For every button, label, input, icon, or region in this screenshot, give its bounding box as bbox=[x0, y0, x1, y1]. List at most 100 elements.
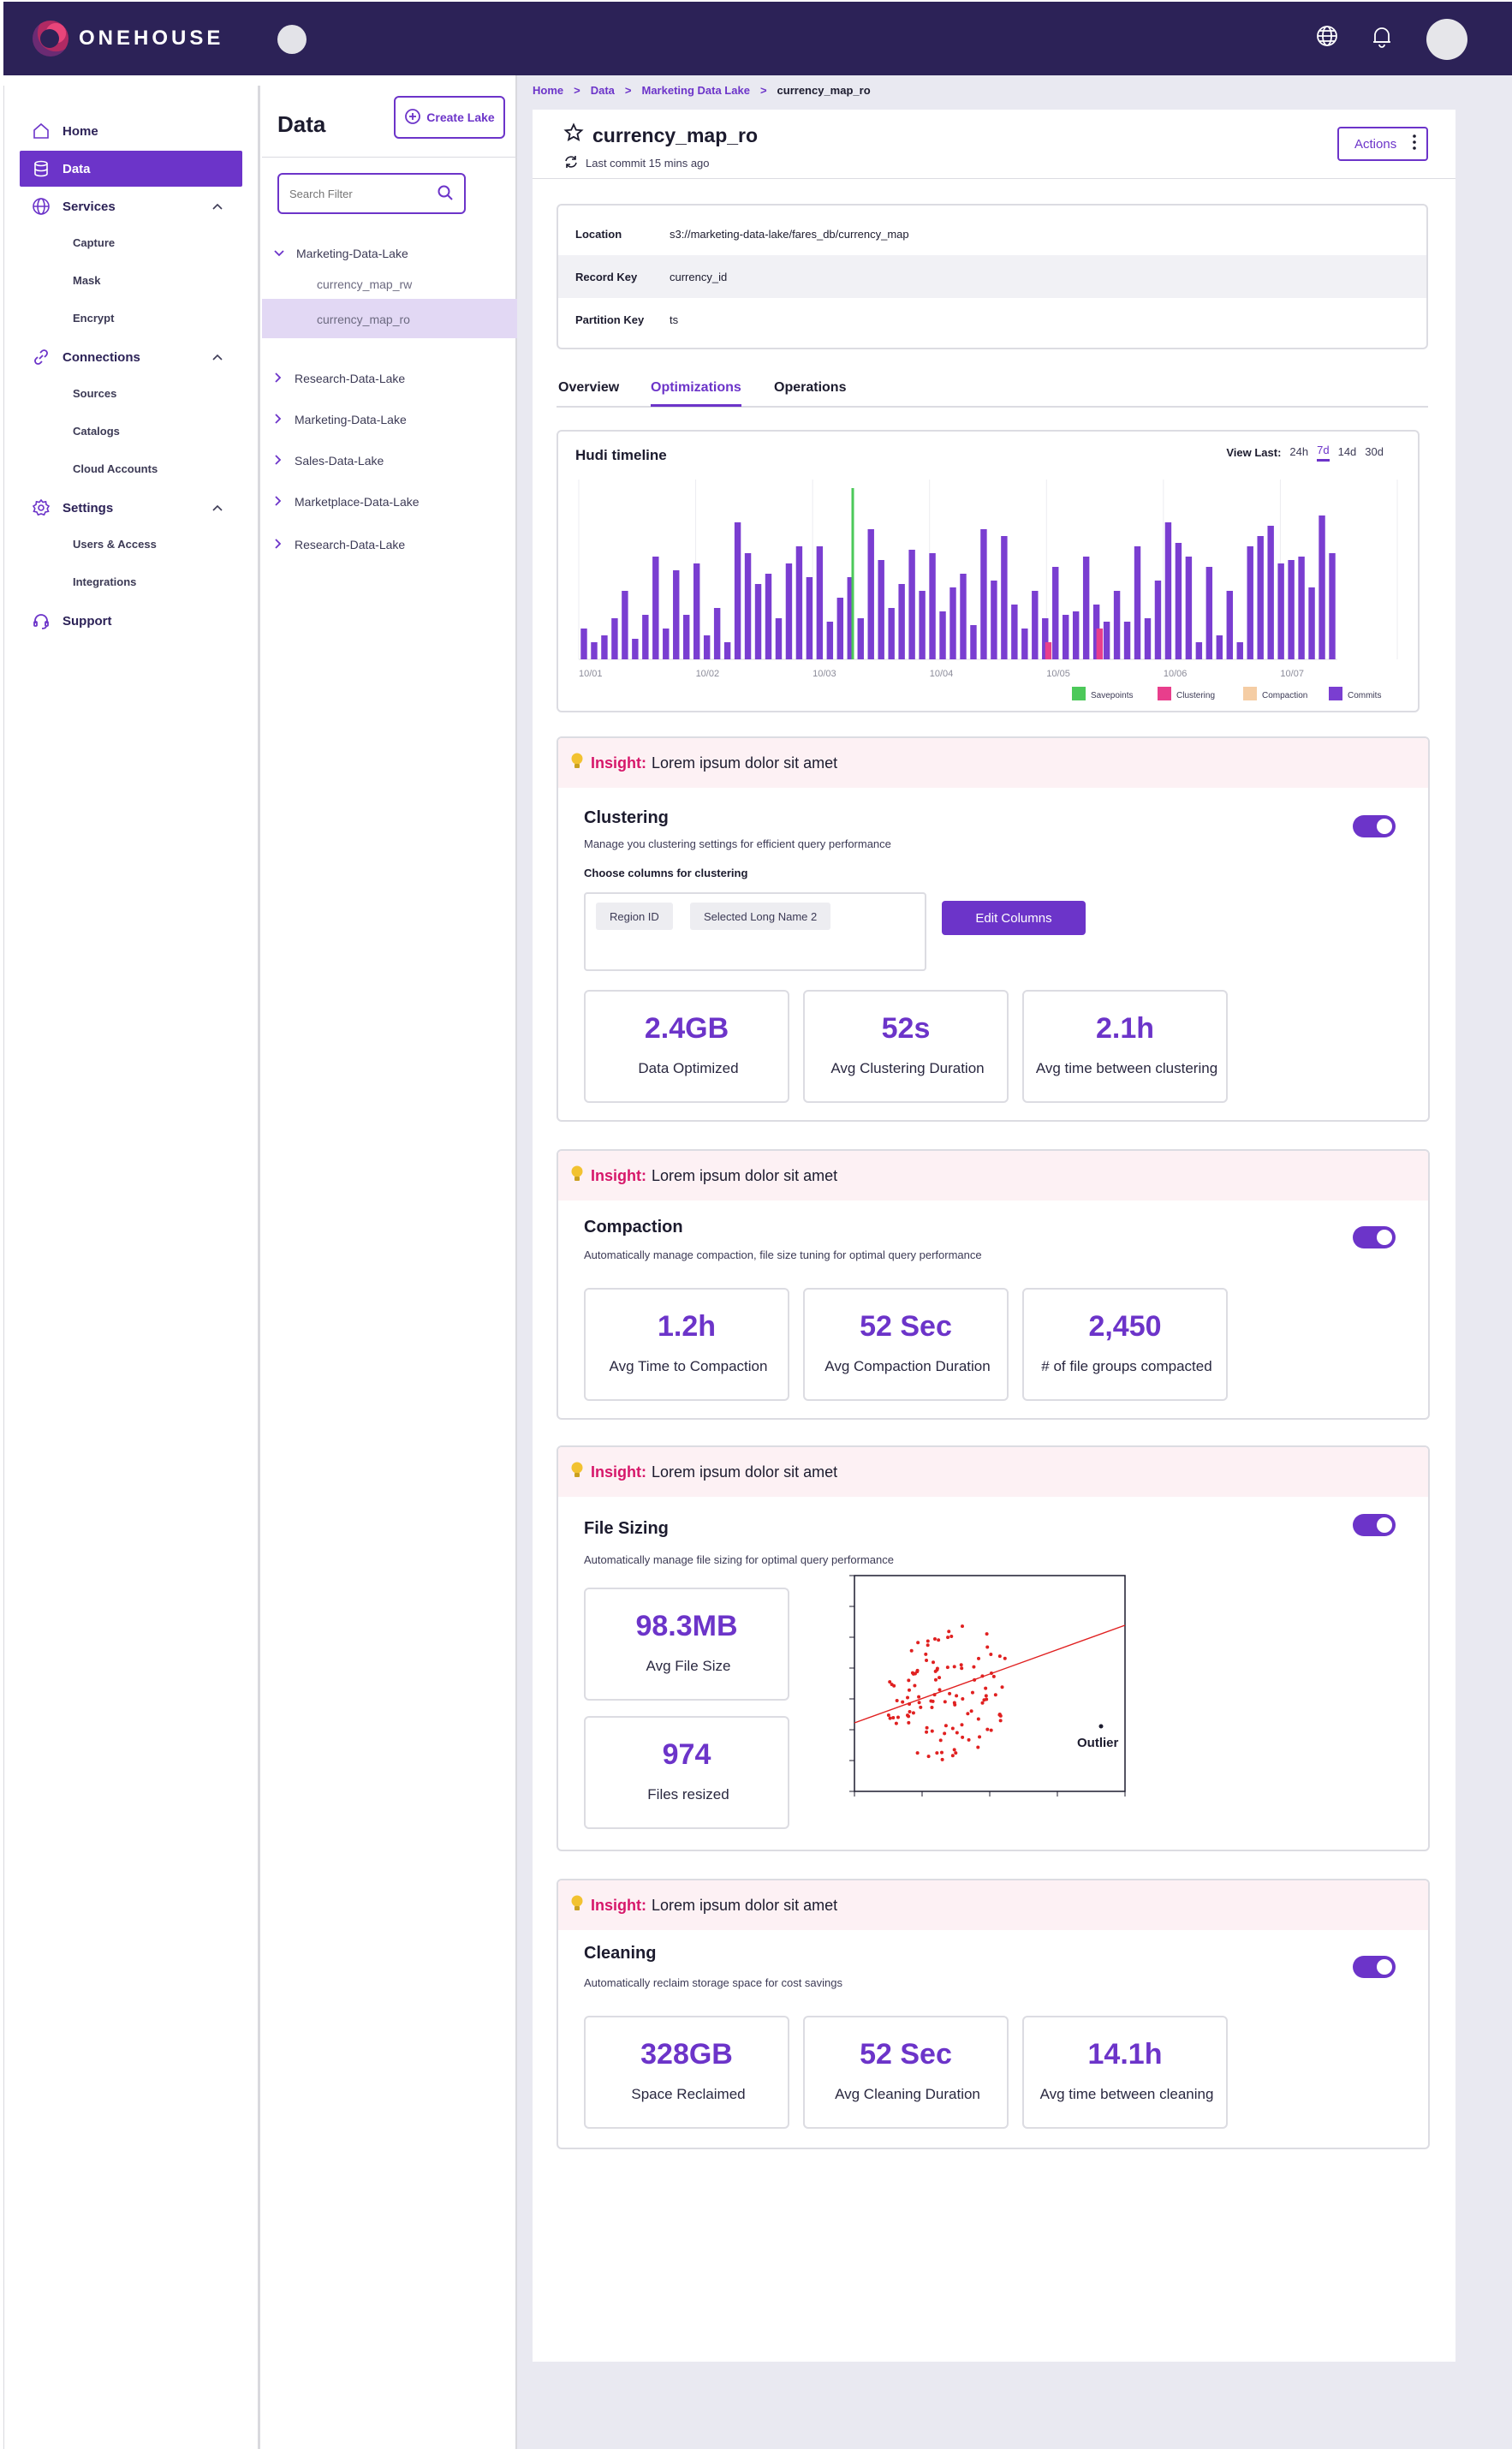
star-icon[interactable] bbox=[563, 122, 584, 148]
commit-bar bbox=[591, 642, 598, 659]
commit-bar bbox=[836, 598, 844, 659]
tree-lake-item[interactable]: Sales-Data-Lake bbox=[274, 454, 384, 468]
scatter-point bbox=[926, 1643, 930, 1648]
search-input[interactable] bbox=[289, 185, 426, 202]
stat-value: 328GB bbox=[640, 2038, 733, 2071]
file-sizing-toggle[interactable] bbox=[1353, 1514, 1396, 1536]
nav-sub-capture[interactable]: Capture bbox=[73, 236, 116, 249]
columns-box[interactable]: Region ID Selected Long Name 2 bbox=[584, 892, 926, 971]
nav-data[interactable]: Data bbox=[20, 151, 242, 187]
nav-sub-integrations[interactable]: Integrations bbox=[73, 575, 137, 588]
view-option-7d[interactable]: 7d bbox=[1317, 444, 1330, 462]
tree-child-currency-map-rw[interactable]: currency_map_rw bbox=[317, 277, 413, 291]
tab-operations[interactable]: Operations bbox=[774, 380, 847, 395]
nav-sub-cloud-accounts[interactable]: Cloud Accounts bbox=[73, 462, 158, 475]
stat-card: 2.1h Avg time between clustering bbox=[1022, 990, 1228, 1103]
commit-bar bbox=[1164, 522, 1172, 659]
property-value: ts bbox=[670, 313, 679, 326]
create-lake-button[interactable]: Create Lake bbox=[394, 96, 505, 139]
chevron-up-icon[interactable] bbox=[211, 350, 223, 365]
scatter-point bbox=[925, 1658, 929, 1662]
x-tick-label: 10/05 bbox=[1046, 669, 1070, 679]
scatter-point bbox=[997, 1713, 1002, 1717]
commit-bar bbox=[929, 553, 936, 659]
commit-bar bbox=[1195, 642, 1203, 659]
commit-bar bbox=[1236, 642, 1243, 659]
view-option-24h[interactable]: 24h bbox=[1289, 444, 1309, 458]
view-option-30d[interactable]: 30d bbox=[1365, 444, 1384, 458]
insight-banner: Insight: Lorem ipsum dolor sit amet bbox=[558, 1880, 1428, 1930]
scatter-point bbox=[925, 1725, 929, 1730]
column-chip[interactable]: Region ID bbox=[596, 903, 673, 930]
chevron-up-icon[interactable] bbox=[211, 501, 223, 515]
tab-optimizations[interactable]: Optimizations bbox=[651, 380, 741, 407]
nav-sub-encrypt[interactable]: Encrypt bbox=[73, 312, 115, 325]
chevron-up-icon[interactable] bbox=[211, 200, 223, 214]
commit-bar bbox=[642, 615, 649, 659]
tree-lake-item[interactable]: Research-Data-Lake bbox=[274, 538, 405, 551]
scatter-point bbox=[930, 1705, 934, 1709]
nav-sub-mask[interactable]: Mask bbox=[73, 274, 101, 287]
commit-bar bbox=[888, 608, 895, 659]
actions-button[interactable]: Actions bbox=[1337, 127, 1428, 161]
stat-value: 2.4GB bbox=[644, 1012, 729, 1045]
commit-bar bbox=[1267, 526, 1274, 659]
avatar[interactable] bbox=[1426, 19, 1467, 60]
search-filter[interactable] bbox=[277, 173, 466, 214]
breadcrumb-data[interactable]: Data bbox=[590, 84, 615, 97]
nav-sub-catalogs[interactable]: Catalogs bbox=[73, 425, 120, 438]
scatter-point bbox=[907, 1678, 911, 1683]
tree-lake-item[interactable]: Research-Data-Lake bbox=[274, 372, 405, 385]
nav-sub-users-access[interactable]: Users & Access bbox=[73, 538, 157, 551]
breadcrumb-home[interactable]: Home bbox=[533, 84, 564, 97]
scatter-point bbox=[896, 1715, 900, 1719]
refresh-icon[interactable] bbox=[563, 154, 579, 172]
nav-support[interactable]: Support bbox=[20, 603, 242, 639]
property-row-record-key: Record Key currency_id bbox=[558, 255, 1426, 298]
timeline-title: Hudi timeline bbox=[575, 447, 667, 463]
scatter-point bbox=[894, 1721, 898, 1725]
tree-child-currency-map-ro[interactable]: currency_map_ro bbox=[317, 313, 410, 326]
scatter-point bbox=[930, 1729, 934, 1733]
stat-card: 2.4GB Data Optimized bbox=[584, 990, 789, 1103]
globe-icon[interactable] bbox=[1315, 24, 1341, 50]
detail-tabs: Overview Optimizations Operations bbox=[557, 373, 1428, 408]
cleaning-toggle[interactable] bbox=[1353, 1956, 1396, 1978]
property-value: currency_id bbox=[670, 270, 728, 283]
scatter-point bbox=[939, 1750, 944, 1755]
nav-sub-sources[interactable]: Sources bbox=[73, 387, 117, 400]
breadcrumb-lake[interactable]: Marketing Data Lake bbox=[641, 84, 750, 97]
tree-lake-item[interactable]: Marketing-Data-Lake bbox=[274, 413, 407, 426]
column-chip[interactable]: Selected Long Name 2 bbox=[690, 903, 831, 930]
view-option-14d[interactable]: 14d bbox=[1337, 444, 1357, 458]
chevron-right-icon bbox=[274, 454, 283, 468]
commit-bar bbox=[991, 581, 997, 659]
commit-bar bbox=[867, 529, 874, 659]
file-sizing-card: Insight: Lorem ipsum dolor sit amet File… bbox=[557, 1445, 1430, 1851]
x-tick-label: 10/06 bbox=[1164, 669, 1188, 679]
tab-overview[interactable]: Overview bbox=[558, 380, 620, 395]
search-icon[interactable] bbox=[437, 184, 454, 206]
commit-bar bbox=[1226, 591, 1233, 659]
section-title: Compaction bbox=[584, 1218, 683, 1236]
file-size-scatter-chart: Outlier bbox=[849, 1575, 1126, 1797]
commit-bar bbox=[878, 560, 884, 659]
clustering-toggle[interactable] bbox=[1353, 815, 1396, 837]
tree-lake-marketing-expanded[interactable]: Marketing-Data-Lake bbox=[274, 247, 408, 260]
edit-columns-button[interactable]: Edit Columns bbox=[942, 901, 1086, 935]
tree-lake-item[interactable]: Marketplace-Data-Lake bbox=[274, 495, 420, 509]
nav-settings[interactable]: Settings bbox=[20, 490, 242, 526]
status-dot[interactable] bbox=[277, 25, 307, 54]
compaction-toggle[interactable] bbox=[1353, 1226, 1396, 1248]
legend-label: Compaction bbox=[1262, 691, 1307, 700]
insight-label: Insight: bbox=[591, 1463, 646, 1481]
bell-icon[interactable] bbox=[1370, 24, 1396, 50]
nav-home[interactable]: Home bbox=[20, 113, 242, 149]
onehouse-logo[interactable]: ONEHOUSE bbox=[33, 21, 223, 57]
scatter-point bbox=[888, 1716, 892, 1720]
commit-bar bbox=[970, 625, 977, 659]
nav-connections[interactable]: Connections bbox=[20, 339, 242, 375]
nav-services[interactable]: Services bbox=[20, 188, 242, 224]
x-tick-label: 10/01 bbox=[579, 669, 603, 679]
scatter-point bbox=[943, 1731, 947, 1736]
